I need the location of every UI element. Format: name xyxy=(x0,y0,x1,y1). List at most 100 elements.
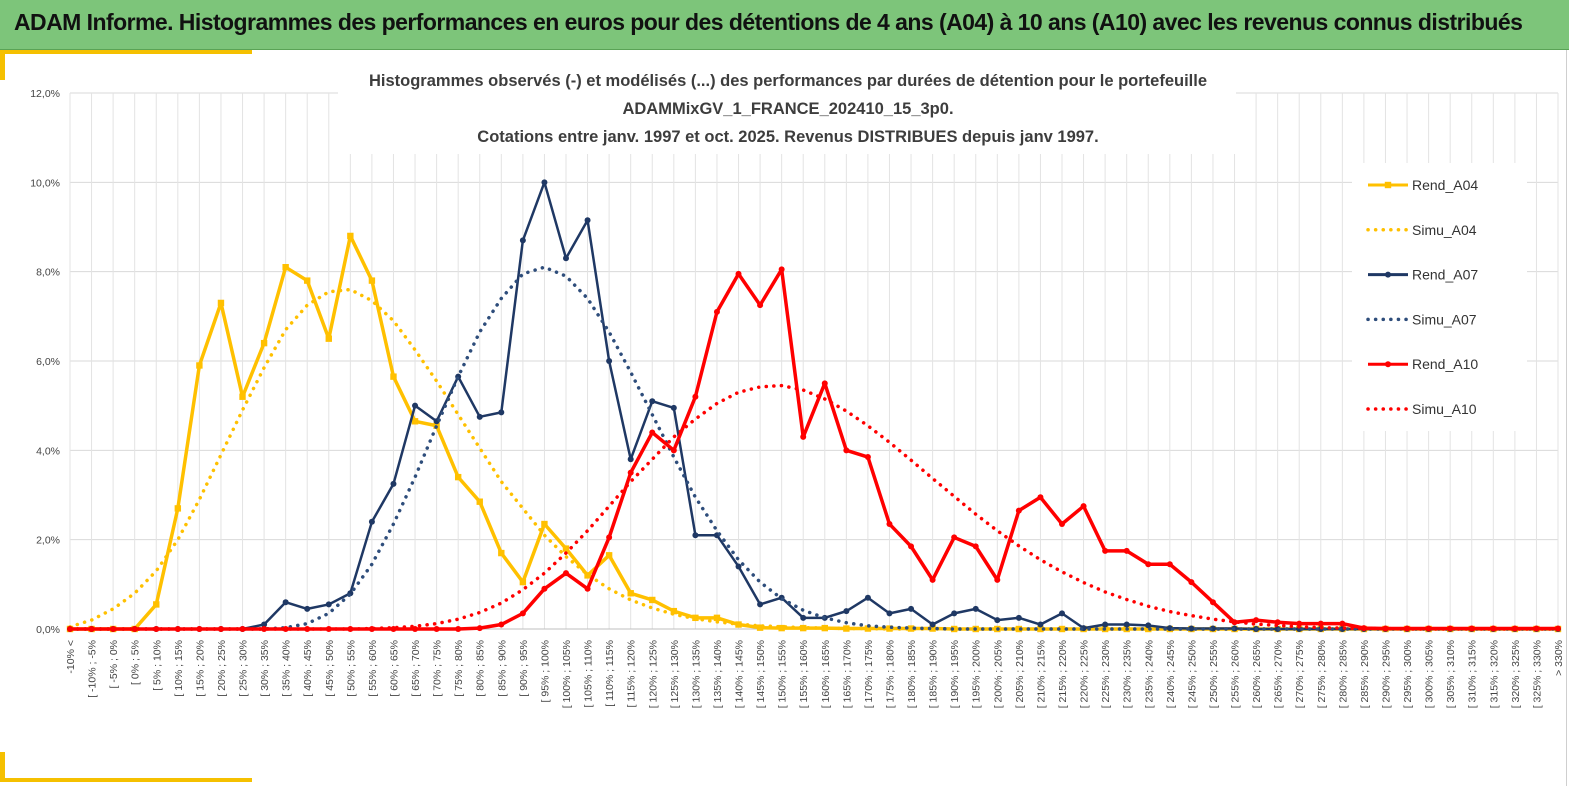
x-tick-label: [ 10% ; 15% xyxy=(173,640,185,697)
x-tick-label: [ 75% ; 80% xyxy=(453,640,465,697)
data-point-rend-a10 xyxy=(821,380,828,387)
accent-bar-bottom xyxy=(0,778,252,782)
data-point-rend-a10 xyxy=(498,621,505,628)
data-point-rend-a10 xyxy=(476,625,483,632)
data-point-rend-a04 xyxy=(519,578,527,586)
legend-label-simu-a10: Simu_A10 xyxy=(1412,401,1477,417)
legend-marker-rend-a10 xyxy=(1385,361,1391,368)
x-tick-label: [ 125% ; 130% xyxy=(669,640,681,708)
series-line-simu-a04 xyxy=(68,287,1560,631)
data-point-rend-a07 xyxy=(692,532,699,539)
x-tick-label: [ 225% ; 230% xyxy=(1100,640,1112,708)
data-point-rend-a07 xyxy=(498,409,505,416)
x-tick-label: [ 150% ; 155% xyxy=(777,640,789,708)
accent-bar-left xyxy=(0,50,5,80)
y-axis: 0,0% 2,0% 4,0% 6,0% 8,0% 10,0% 12,0% xyxy=(30,88,60,636)
x-tick-label: [ 5% ; 10% xyxy=(151,640,163,691)
data-point-rend-a07 xyxy=(325,601,332,608)
legend-label-rend-a04: Rend_A04 xyxy=(1412,177,1478,193)
data-point-rend-a07 xyxy=(670,404,677,411)
x-tick-label: [ 310% ; 315% xyxy=(1467,640,1479,708)
x-tick-label: [ 70% ; 75% xyxy=(432,640,444,697)
x-tick-label: [ 90% ; 95% xyxy=(518,640,530,697)
x-tick-label: [ 145% ; 150% xyxy=(755,640,767,708)
series-line-simu-a10 xyxy=(68,383,1560,631)
legend-label-simu-a04: Simu_A04 xyxy=(1412,222,1477,238)
x-tick-label: [ 30% ; 35% xyxy=(259,640,271,697)
chart-series xyxy=(66,179,1562,633)
y-tick-label: 12,0% xyxy=(30,88,60,100)
frame-border xyxy=(1566,50,1567,786)
x-tick-label: [ 320% ; 325% xyxy=(1510,640,1522,708)
data-point-rend-a07 xyxy=(1015,614,1022,621)
x-tick-label: [ 130% ; 135% xyxy=(690,640,702,708)
data-point-rend-a04 xyxy=(649,596,656,604)
x-tick-label: -10% < xyxy=(65,640,77,674)
data-point-rend-a10 xyxy=(627,469,634,476)
x-tick-label: [ 160% ; 165% xyxy=(820,640,832,708)
data-point-rend-a07 xyxy=(368,518,375,525)
data-point-rend-a10 xyxy=(670,447,677,454)
x-tick-label: [ 45% ; 50% xyxy=(324,640,336,697)
data-point-rend-a07 xyxy=(864,594,871,601)
x-tick-label: [ 215% ; 220% xyxy=(1057,640,1069,708)
x-tick-label: [ 175% ; 180% xyxy=(884,640,896,708)
data-point-rend-a10 xyxy=(606,534,613,541)
data-point-rend-a04 xyxy=(304,277,311,284)
data-point-rend-a07 xyxy=(843,608,850,615)
data-point-rend-a07 xyxy=(929,621,936,628)
chart-grid xyxy=(69,92,1559,630)
header-banner: ADAM Informe. Histogrammes des performan… xyxy=(0,0,1569,50)
x-tick-label: [ 260% ; 265% xyxy=(1251,640,1263,708)
data-point-rend-a07 xyxy=(1102,621,1109,628)
data-point-rend-a07 xyxy=(757,601,764,608)
data-point-rend-a10 xyxy=(541,585,548,592)
data-point-rend-a10 xyxy=(563,570,569,577)
x-tick-label: [ -10% ; -5% xyxy=(87,640,99,698)
data-point-rend-a10 xyxy=(649,429,656,436)
data-point-rend-a04 xyxy=(347,232,354,240)
data-point-rend-a04 xyxy=(907,625,915,632)
legend-label-simu-a07: Simu_A07 xyxy=(1412,311,1477,327)
data-point-rend-a04 xyxy=(217,299,225,307)
accent-bar-top xyxy=(0,50,252,54)
data-point-rend-a10 xyxy=(153,626,160,632)
x-tick-label: [ 200% ; 205% xyxy=(992,640,1004,708)
page-title: ADAM Informe. Histogrammes des performan… xyxy=(14,9,1523,35)
data-point-rend-a07 xyxy=(951,610,958,617)
data-point-rend-a04 xyxy=(778,624,785,632)
data-point-rend-a10 xyxy=(1490,625,1497,632)
x-tick-label: [ 120% ; 125% xyxy=(647,640,659,708)
data-point-rend-a04 xyxy=(713,614,721,622)
data-point-rend-a07 xyxy=(1145,622,1152,629)
x-tick-label: [ 140% ; 145% xyxy=(734,640,746,708)
data-point-rend-a04 xyxy=(541,520,548,528)
data-point-rend-a07 xyxy=(972,605,979,612)
data-point-rend-a10 xyxy=(1145,561,1152,568)
x-tick-label: [ 315% ; 320% xyxy=(1488,640,1500,708)
data-point-rend-a04 xyxy=(605,552,613,559)
y-tick-label: 4,0% xyxy=(36,445,60,457)
data-point-rend-a10 xyxy=(886,521,893,528)
data-point-rend-a10 xyxy=(519,610,526,617)
x-tick-label: [ 15% ; 20% xyxy=(194,640,206,697)
x-tick-label: [ 115% ; 120% xyxy=(626,640,638,708)
x-tick-label: [ 55% ; 60% xyxy=(367,640,379,697)
data-point-rend-a10 xyxy=(864,454,871,461)
data-point-rend-a10 xyxy=(1037,494,1044,501)
data-point-rend-a04 xyxy=(929,625,936,632)
x-tick-label: [ 210% ; 215% xyxy=(1035,640,1047,708)
x-tick-label: [ 240% ; 245% xyxy=(1165,640,1177,708)
x-tick-label: [ 245% ; 250% xyxy=(1186,640,1198,708)
x-tick-label: [ 25% ; 30% xyxy=(238,640,250,697)
data-point-rend-a07 xyxy=(541,179,548,186)
data-point-rend-a10 xyxy=(951,534,958,541)
data-point-rend-a10 xyxy=(1166,561,1173,568)
data-point-rend-a04 xyxy=(282,264,289,271)
x-tick-label: [ 305% ; 310% xyxy=(1445,640,1457,708)
legend-marker-rend-a04 xyxy=(1384,181,1392,189)
data-point-rend-a10 xyxy=(261,626,268,632)
data-point-rend-a07 xyxy=(800,614,807,621)
data-point-rend-a04 xyxy=(584,572,591,579)
data-point-rend-a07 xyxy=(994,617,1001,624)
